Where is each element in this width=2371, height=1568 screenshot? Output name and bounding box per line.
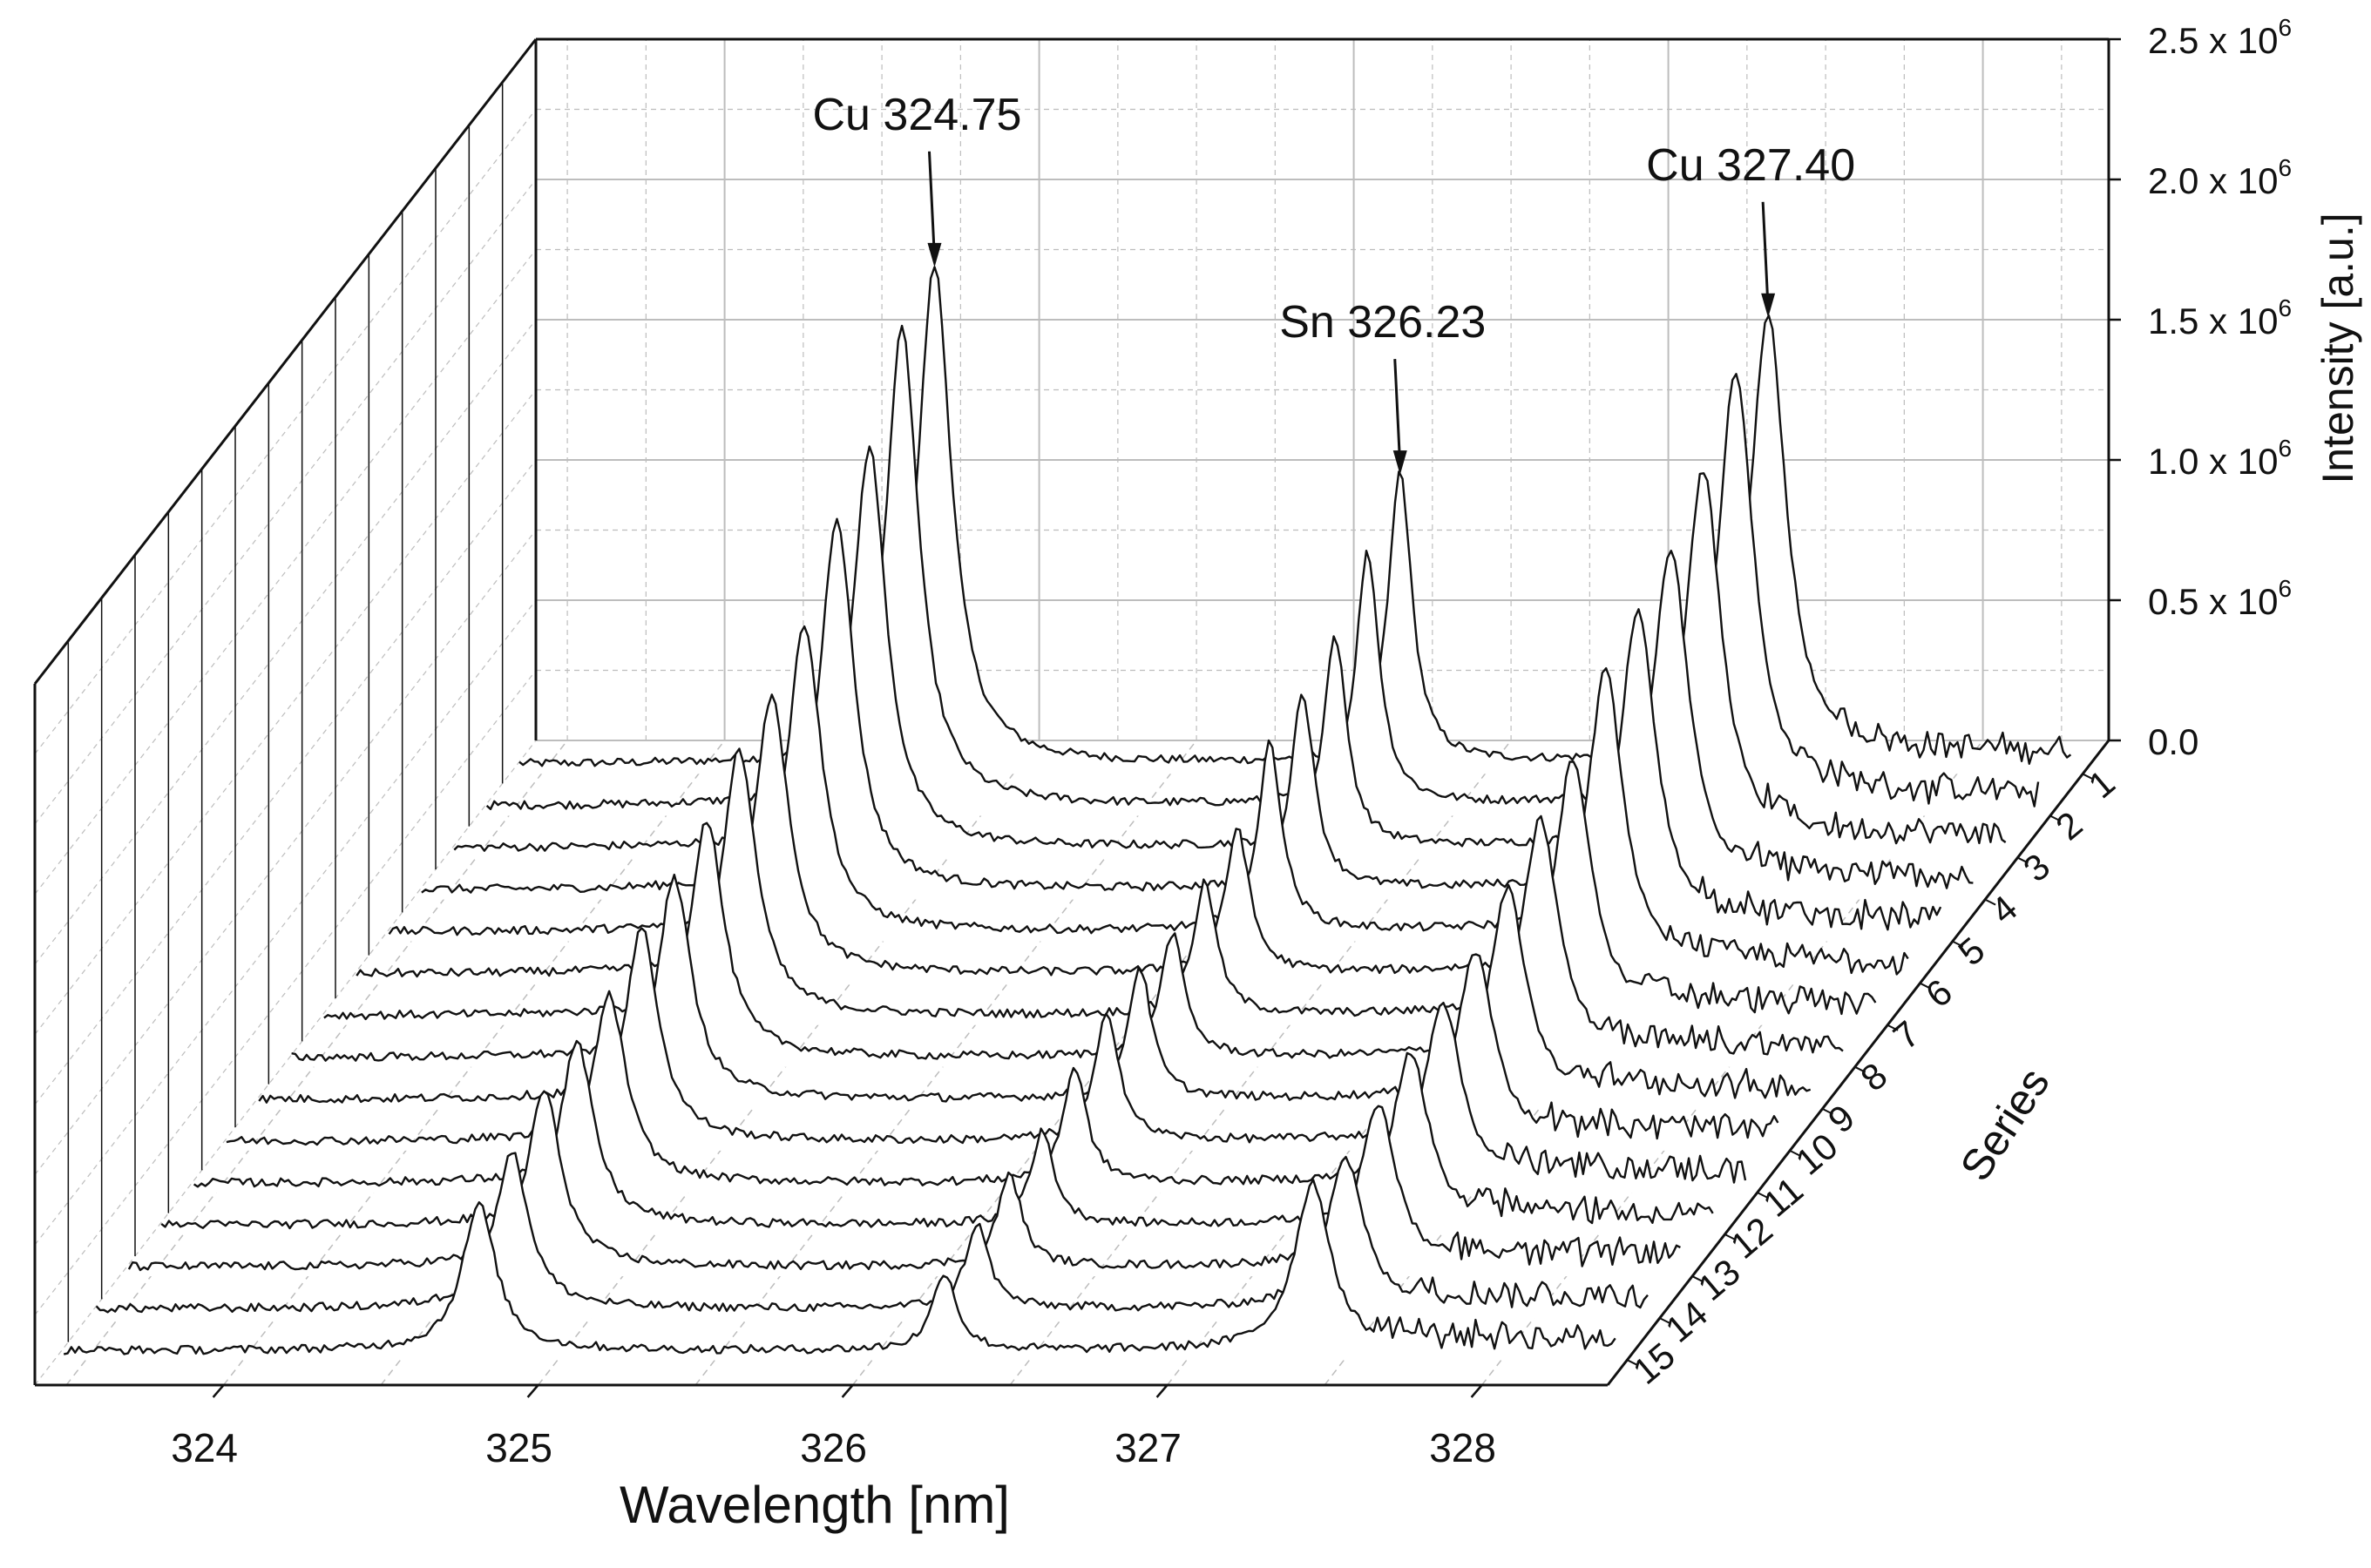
side-grid-line	[34, 740, 537, 1386]
series-line-13	[127, 1090, 1681, 1272]
z-axis: 0.0 0.5 x 106 1.0 x 106 1.5 x 106 2.0 x 106 2…	[2109, 14, 2292, 762]
series-line-11	[193, 990, 1747, 1188]
z-tick-exponent: 6	[2278, 294, 2292, 321]
annotation-label: Sn 326.23	[1279, 297, 1486, 348]
x-tick	[212, 1384, 225, 1398]
series-tick	[1626, 1359, 1638, 1367]
series-tick	[1757, 1192, 1769, 1199]
z-tick-label: 2.0 x 106	[2148, 154, 2292, 201]
annotation-arrow	[927, 151, 936, 259]
z-tick-label: 0.5 x 106	[2148, 575, 2292, 622]
series-tick-label: 11	[1755, 1169, 1811, 1225]
z-tick-label: 1.0 x 106	[2148, 435, 2292, 482]
z-tick-label: 1.5 x 106	[2148, 294, 2292, 341]
series-line-9	[258, 873, 1812, 1104]
series-tick-label: 12	[1723, 1209, 1780, 1267]
z-tick-label: 0.0	[2148, 721, 2198, 762]
series-tick	[1984, 898, 1996, 906]
x-tick	[841, 1384, 854, 1398]
side-grid-line	[34, 530, 537, 1175]
series-fill-15	[64, 1179, 1618, 1361]
series-tick	[2049, 814, 2062, 822]
series-axis-title: Series	[1951, 1059, 2059, 1189]
x-axis-title: Wavelength [nm]	[620, 1476, 1010, 1534]
series-line-4	[421, 517, 1974, 894]
z-axis-title: Intensity [a.u.]	[2313, 213, 2362, 483]
annotation-label: Cu 327.40	[1646, 140, 1855, 191]
series-tick	[1659, 1317, 1671, 1325]
series-line-14	[95, 1152, 1649, 1314]
annotation-arrow	[1393, 359, 1402, 467]
x-tick	[1155, 1384, 1169, 1398]
side-grid-line	[34, 459, 537, 1105]
series-line-8	[291, 814, 1844, 1062]
series-tick	[1887, 1024, 1899, 1031]
series-tick	[1919, 982, 1931, 990]
frame-edge	[33, 38, 538, 685]
annotation-arrowhead	[1761, 293, 1776, 318]
series-tick-label: 13	[1690, 1251, 1748, 1308]
side-grid-line	[34, 179, 537, 825]
series-tick-label: 10	[1788, 1125, 1846, 1183]
x-tick-label: 325	[485, 1425, 552, 1470]
series-line-7	[323, 747, 1877, 1021]
series-line-5	[388, 608, 1942, 936]
peak-annotations: Cu 324.75 Sn 326.23 Cu 327.40	[812, 90, 1855, 476]
x-tick	[526, 1384, 539, 1398]
series-line-15	[63, 1179, 1616, 1355]
side-grid-line	[34, 109, 537, 754]
back-wall-grid	[536, 38, 2109, 741]
annotation-arrow	[1761, 201, 1770, 309]
series-tick	[2082, 773, 2094, 781]
series-tick	[1724, 1233, 1736, 1240]
series-tick	[1821, 1107, 1833, 1115]
series-line-6	[356, 667, 1909, 978]
z-tick-exponent: 6	[2278, 14, 2292, 41]
series-line-12	[160, 1039, 1714, 1230]
z-tick-label: 2.5 x 106	[2148, 14, 2292, 61]
series-tick	[1952, 940, 1964, 948]
series-tick	[1854, 1065, 1866, 1073]
series-tick	[2017, 856, 2029, 864]
x-axis: 324 325 326 327 328	[171, 1384, 1496, 1470]
annotation-arrowhead	[927, 242, 942, 267]
series-tick	[1789, 1150, 1801, 1157]
side-grid-line	[34, 249, 537, 895]
z-tick-exponent: 6	[2278, 154, 2292, 181]
x-tick-label: 328	[1429, 1425, 1496, 1470]
side-grid-line	[34, 319, 537, 965]
annotation-label: Cu 324.75	[812, 90, 1021, 140]
series-line-10	[226, 927, 1779, 1146]
z-tick-exponent: 6	[2278, 575, 2292, 602]
frame-edge	[1606, 740, 2110, 1386]
series-traces	[63, 266, 2074, 1361]
frame	[33, 37, 2110, 1387]
side-grid-line	[34, 670, 537, 1315]
x-tick-label: 326	[800, 1425, 867, 1470]
side-grid-line	[34, 389, 537, 1035]
z-tick-exponent: 6	[2278, 435, 2292, 462]
x-tick	[1470, 1384, 1483, 1398]
series-tick-label: 15	[1625, 1335, 1683, 1392]
series-tick	[1691, 1275, 1704, 1282]
x-tick-label: 324	[171, 1425, 238, 1470]
side-grid-line	[34, 599, 537, 1246]
series-tick-label: 14	[1657, 1293, 1715, 1350]
annotation-arrowhead	[1392, 450, 1407, 476]
x-tick-label: 327	[1114, 1425, 1182, 1470]
